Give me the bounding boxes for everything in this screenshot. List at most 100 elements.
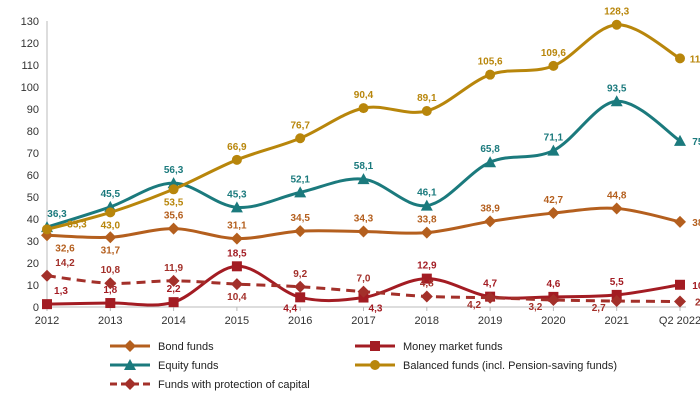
y-tick-label: 90 bbox=[27, 104, 39, 116]
data-label: 33,8 bbox=[417, 215, 437, 226]
x-tick-label: 2017 bbox=[351, 315, 375, 327]
data-label: 89,1 bbox=[417, 93, 437, 104]
data-point bbox=[485, 69, 496, 80]
x-tick-label: 2019 bbox=[478, 315, 502, 327]
series-line bbox=[46, 23, 681, 231]
data-label: 46,1 bbox=[417, 188, 437, 199]
data-label: 4,6 bbox=[546, 279, 560, 290]
data-point bbox=[547, 207, 560, 220]
data-label: 66,9 bbox=[227, 142, 247, 153]
data-label: 35,6 bbox=[164, 211, 184, 222]
data-point bbox=[167, 274, 180, 287]
data-label: 90,4 bbox=[354, 90, 374, 101]
legend-item: Money market funds bbox=[355, 341, 503, 353]
data-label: 1,3 bbox=[54, 286, 68, 297]
x-tick-label: 2020 bbox=[541, 315, 565, 327]
y-tick-label: 40 bbox=[27, 214, 39, 226]
y-tick-label: 130 bbox=[21, 16, 39, 28]
data-point bbox=[230, 278, 243, 291]
data-label: 4,8 bbox=[420, 278, 434, 289]
data-label: 128,3 bbox=[604, 7, 629, 18]
data-label: 32,6 bbox=[55, 243, 75, 254]
data-label: 31,1 bbox=[227, 221, 247, 232]
data-label: 10,4 bbox=[227, 292, 247, 303]
y-tick-label: 10 bbox=[27, 280, 39, 292]
x-tick-label: 2014 bbox=[161, 315, 185, 327]
data-label: 58,1 bbox=[354, 161, 374, 172]
y-tick-label: 0 bbox=[33, 302, 39, 314]
data-point bbox=[168, 297, 179, 308]
data-point bbox=[41, 269, 53, 282]
data-label: 9,2 bbox=[293, 269, 307, 280]
y-tick-label: 120 bbox=[21, 38, 39, 50]
data-point bbox=[230, 201, 243, 213]
legend-item: Equity funds bbox=[110, 359, 219, 372]
data-point bbox=[674, 295, 686, 308]
data-label: 5,5 bbox=[610, 277, 624, 288]
data-label: 44,8 bbox=[607, 190, 627, 201]
x-tick-label: Q2 2022 bbox=[659, 315, 700, 327]
data-point bbox=[124, 340, 136, 352]
series-0: 32,6 31,7 35,6 31,1 34,5 34,3 33,8 38,9 42,7 44,8… bbox=[41, 190, 700, 256]
data-point bbox=[674, 215, 686, 228]
data-point bbox=[295, 292, 306, 303]
data-point bbox=[674, 134, 686, 146]
data-point bbox=[548, 60, 559, 71]
legend-item: Balanced funds (incl. Pension-saving fun… bbox=[355, 360, 617, 372]
data-point bbox=[420, 226, 433, 239]
x-tick-label: 2012 bbox=[35, 315, 59, 327]
data-label: 7,0 bbox=[357, 274, 371, 285]
legend-label: Bond funds bbox=[158, 341, 214, 353]
data-point bbox=[610, 202, 623, 215]
x-tick-label: 2018 bbox=[415, 315, 439, 327]
data-label: 35,3 bbox=[67, 219, 87, 230]
data-label: 10,1 bbox=[692, 281, 700, 292]
data-label: 109,6 bbox=[541, 48, 566, 59]
data-label: 52,1 bbox=[290, 174, 310, 185]
data-point bbox=[294, 186, 307, 198]
x-tick-label: 2021 bbox=[604, 315, 628, 327]
series-2: 36,3 45,5 56,3 45,3 52,1 58,1 46,1 65,8 71,1 93,5… bbox=[41, 83, 700, 233]
data-point bbox=[610, 95, 623, 107]
series-3: 35,3 43,0 53,5 66,9 76,7 90,4 89,1 105,6 109,6 12… bbox=[42, 7, 700, 235]
data-label: 2,7 bbox=[592, 303, 606, 314]
data-label: 93,5 bbox=[607, 83, 627, 94]
data-label: 105,6 bbox=[478, 57, 503, 68]
legend-label: Funds with protection of capital bbox=[158, 379, 310, 391]
data-point bbox=[420, 290, 433, 303]
legend-label: Money market funds bbox=[403, 341, 503, 353]
data-label: 76,7 bbox=[290, 120, 310, 131]
data-point bbox=[231, 261, 242, 272]
data-point bbox=[105, 298, 116, 309]
data-point bbox=[230, 232, 243, 245]
data-label: 2,2 bbox=[167, 284, 181, 295]
data-label: 65,8 bbox=[480, 144, 500, 155]
data-point bbox=[357, 173, 370, 185]
y-tick-label: 100 bbox=[21, 82, 39, 94]
data-point bbox=[675, 279, 685, 290]
data-label: 38,9 bbox=[480, 203, 500, 214]
y-tick-label: 60 bbox=[27, 170, 39, 182]
data-point bbox=[124, 359, 136, 370]
data-point bbox=[294, 225, 307, 238]
data-point bbox=[675, 53, 685, 64]
data-label: 4,2 bbox=[467, 300, 481, 311]
data-point bbox=[611, 289, 622, 300]
data-point bbox=[104, 277, 117, 290]
legend-label: Equity funds bbox=[158, 360, 219, 372]
data-label: 38,7 bbox=[692, 218, 700, 229]
data-label: 53,5 bbox=[164, 197, 184, 208]
x-tick-label: 2013 bbox=[98, 315, 122, 327]
data-label: 43,0 bbox=[101, 220, 121, 231]
data-point bbox=[547, 144, 560, 156]
data-label: 4,3 bbox=[369, 304, 383, 315]
y-tick-label: 20 bbox=[27, 258, 39, 270]
y-tick-label: 110 bbox=[21, 60, 39, 72]
data-point bbox=[294, 280, 307, 293]
data-label: 14,2 bbox=[55, 258, 75, 269]
data-label: 113,0 bbox=[690, 54, 700, 65]
data-point bbox=[167, 222, 180, 235]
data-point bbox=[104, 231, 117, 244]
